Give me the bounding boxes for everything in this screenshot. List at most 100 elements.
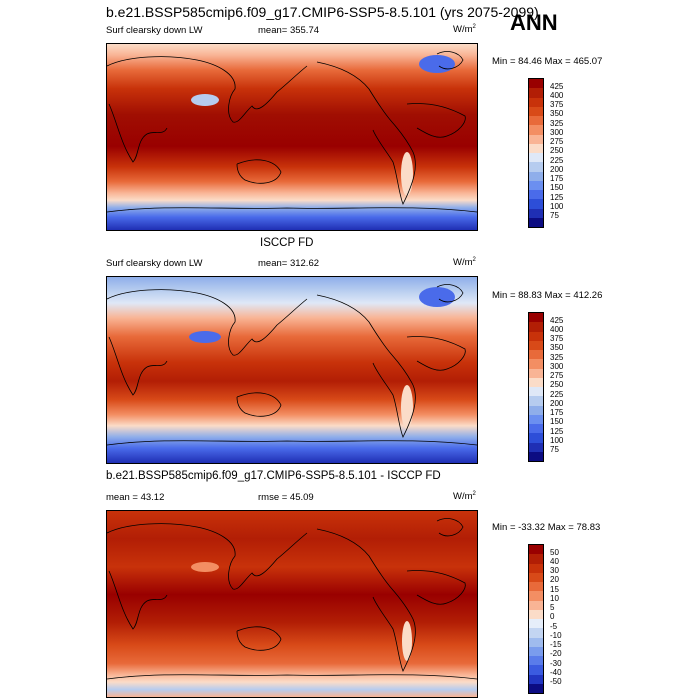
panel-3-cbar-label: -30 — [550, 659, 562, 668]
panel-2-colorbar-swatch — [529, 313, 543, 323]
panel-3-minmax: Min = -33.32 Max = 78.83 — [492, 522, 601, 533]
panel-2-cbar-label: 150 — [550, 417, 564, 426]
panel-1-map — [106, 43, 478, 231]
panel-1-colorbar-swatch — [529, 88, 543, 98]
panel-1-colorbar-swatch — [529, 143, 543, 153]
panel-1-cbar-label: 75 — [550, 211, 559, 220]
panel-3-colorbar-swatch — [529, 619, 543, 629]
panel-2-colorbar-swatch — [529, 350, 543, 360]
panel-3-colorbar-swatch — [529, 637, 543, 647]
panel-3-colorbar-swatch — [529, 683, 543, 693]
panel-1-colorbar-swatch — [529, 97, 543, 107]
panel-3-map — [106, 510, 478, 698]
panel-1-cbar-label: 400 — [550, 91, 564, 100]
panel-3-coastlines — [107, 518, 477, 680]
panel-1-cbar-label: 275 — [550, 137, 564, 146]
panel-3-mean-label: mean = 43.12 — [106, 492, 165, 503]
panel-2-cbar-label: 75 — [550, 445, 559, 454]
panel-3-colorbar-swatch — [529, 554, 543, 564]
panel-3-cbar-label: 5 — [550, 603, 555, 612]
panel-2-cbar-label: 175 — [550, 408, 564, 417]
panel-2-tibet-low — [189, 331, 221, 343]
panel-3-cbar-label: -5 — [550, 622, 558, 631]
panel-1-field — [107, 44, 477, 230]
panel-3-rmse-label: rmse = 45.09 — [258, 492, 314, 503]
panel-2-cbar-label: 350 — [550, 343, 564, 352]
panel-2-map — [106, 276, 478, 464]
panel-3-colorbar-swatch — [529, 545, 543, 555]
panel-1-minmax: Min = 84.46 Max = 465.07 — [492, 56, 603, 67]
panel-1-colorbar-swatch — [529, 171, 543, 181]
panel-3-andes-diff — [402, 621, 412, 661]
panel-1-colorbar-swatch — [529, 199, 543, 209]
panel-2-cbar-label: 250 — [550, 380, 564, 389]
panel-3-cbar-label: 0 — [550, 612, 555, 621]
panel-3-colorbar-swatch — [529, 572, 543, 582]
panel-3-colorbar-swatch — [529, 665, 543, 675]
panel-2-cbar-label: 300 — [550, 362, 564, 371]
panel-1-colorbar-swatch — [529, 217, 543, 227]
panel-3-units: W/m2 — [453, 491, 476, 503]
panel-2-colorbar-swatch — [529, 433, 543, 443]
panel-2-colorbar-swatch — [529, 424, 543, 434]
panel-1-map-svg — [107, 44, 477, 230]
panel-2-colorbar-swatch — [529, 405, 543, 415]
panel-1-colorbar-swatch — [529, 190, 543, 200]
panel-1-colorbar — [528, 78, 544, 228]
panel-1-cbar-label: 250 — [550, 146, 564, 155]
panel-2-colorbar-swatch — [529, 442, 543, 452]
panel-2-greenland-low — [419, 287, 455, 307]
panel-1-cbar-label: 375 — [550, 100, 564, 109]
panel-3-cbar-label: -40 — [550, 668, 562, 677]
panel-1-colorbar-swatch — [529, 208, 543, 218]
panel-3-cbar-label: 40 — [550, 557, 559, 566]
panel-2-cbar-label: 275 — [550, 371, 564, 380]
panel-2-cbar-label: 425 — [550, 316, 564, 325]
panel-3-cbar-label: -15 — [550, 640, 562, 649]
panel-1-colorbar-swatch — [529, 116, 543, 126]
panel-2-colorbar-swatch — [529, 331, 543, 341]
panel-2-map-svg — [107, 277, 477, 463]
panel-3-cbar-label: 10 — [550, 594, 559, 603]
panel-3-map-svg — [107, 511, 477, 697]
panel-3-colorbar-swatch — [529, 646, 543, 656]
panel-2-cbar-label: 400 — [550, 325, 564, 334]
panel-2-variable-label: Surf clearsky down LW — [106, 258, 203, 269]
panel-2-units: W/m2 — [453, 257, 476, 269]
panel-2-colorbar-swatch — [529, 322, 543, 332]
panel-1-cbar-label: 425 — [550, 82, 564, 91]
panel-2-colorbar-swatch — [529, 359, 543, 369]
panel-1-greenland-low — [419, 55, 455, 73]
panel-1-colorbar-swatch — [529, 125, 543, 135]
panel-1-colorbar-swatch — [529, 153, 543, 163]
panel-2-cbar-label: 325 — [550, 353, 564, 362]
panel-1-colorbar-swatch — [529, 134, 543, 144]
panel-1-units: W/m2 — [453, 24, 476, 36]
panel-3-colorbar-swatch — [529, 656, 543, 666]
panel-3-colorbar-swatch — [529, 600, 543, 610]
panel-1-coastlines — [107, 51, 477, 213]
panel-1-colorbar-swatch — [529, 79, 543, 89]
panel-3-colorbar-swatch — [529, 628, 543, 638]
panel-1-colorbar-swatch — [529, 180, 543, 190]
panel-2-colorbar-swatch — [529, 340, 543, 350]
panel-2-coastlines — [107, 284, 477, 446]
panel-3-cbar-label: 30 — [550, 566, 559, 575]
panel-2-colorbar-swatch — [529, 451, 543, 461]
panel-3-colorbar-swatch — [529, 609, 543, 619]
panel-2-minmax: Min = 88.83 Max = 412.26 — [492, 290, 603, 301]
panel-1-title: b.e21.BSSP585cmip6.f09_g17.CMIP6-SSP5-8.… — [106, 4, 539, 20]
panel-3-cbar-label: 15 — [550, 585, 559, 594]
panel-1-tibet-low — [191, 94, 219, 106]
panel-3-cbar-label: 20 — [550, 575, 559, 584]
panel-1-cbar-label: 100 — [550, 202, 564, 211]
panel-1-cbar-label: 325 — [550, 119, 564, 128]
panel-2-colorbar-swatch — [529, 387, 543, 397]
panel-1-cbar-label: 300 — [550, 128, 564, 137]
panel-3-tibet-diff — [191, 562, 219, 572]
panel-2-colorbar-swatch — [529, 414, 543, 424]
panel-2-andes-low — [401, 385, 413, 429]
panel-3-cbar-label: 50 — [550, 548, 559, 557]
panel-3-field — [107, 511, 477, 697]
panel-2-colorbar-swatch — [529, 368, 543, 378]
